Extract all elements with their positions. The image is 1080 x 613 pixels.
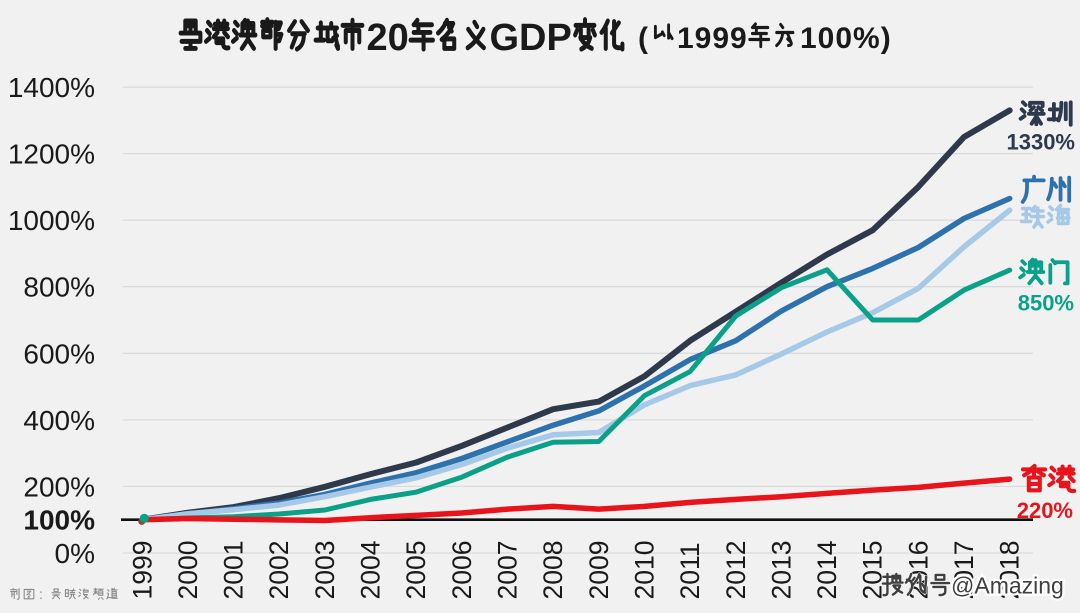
svg-text:GDP: GDP — [490, 17, 572, 59]
svg-text:1330%: 1330% — [1006, 130, 1075, 155]
svg-text:2001: 2001 — [219, 541, 249, 600]
svg-text:(: ( — [638, 22, 648, 55]
svg-text:1400%: 1400% — [8, 72, 95, 103]
svg-text:2018: 2018 — [995, 541, 1025, 600]
svg-text:1999: 1999 — [677, 22, 748, 55]
svg-text:800%: 800% — [23, 272, 95, 303]
svg-text:2013: 2013 — [766, 541, 796, 600]
svg-text:2004: 2004 — [356, 541, 386, 600]
svg-text:100%): 100%) — [800, 22, 892, 55]
svg-text:@Amazing: @Amazing — [951, 573, 1064, 599]
svg-text:2006: 2006 — [447, 541, 477, 600]
svg-text:2003: 2003 — [310, 541, 340, 600]
svg-text:1000%: 1000% — [8, 205, 95, 236]
svg-text:2011: 2011 — [675, 543, 705, 600]
svg-text:2016: 2016 — [903, 541, 933, 600]
svg-text:600%: 600% — [23, 338, 95, 369]
svg-text:2000: 2000 — [173, 541, 203, 600]
svg-text:2015: 2015 — [858, 541, 888, 600]
svg-text:2012: 2012 — [721, 541, 751, 600]
svg-text:850%: 850% — [1018, 291, 1074, 316]
svg-text::: : — [39, 586, 43, 602]
svg-text:2002: 2002 — [264, 541, 294, 600]
svg-text:100%: 100% — [23, 505, 95, 536]
svg-text:1200%: 1200% — [8, 139, 95, 170]
svg-text:220%: 220% — [1017, 498, 1073, 523]
svg-text:200%: 200% — [23, 471, 95, 502]
svg-text:1999: 1999 — [127, 541, 157, 600]
svg-text:0%: 0% — [55, 538, 95, 569]
svg-text:2017: 2017 — [949, 541, 979, 600]
svg-text:2010: 2010 — [630, 541, 660, 600]
svg-text:2008: 2008 — [538, 541, 568, 600]
svg-text:2014: 2014 — [812, 541, 842, 600]
svg-text:2009: 2009 — [584, 541, 614, 600]
svg-text:400%: 400% — [23, 405, 95, 436]
svg-text:2005: 2005 — [401, 541, 431, 600]
svg-text:2007: 2007 — [493, 541, 523, 600]
svg-text:20: 20 — [367, 17, 409, 59]
